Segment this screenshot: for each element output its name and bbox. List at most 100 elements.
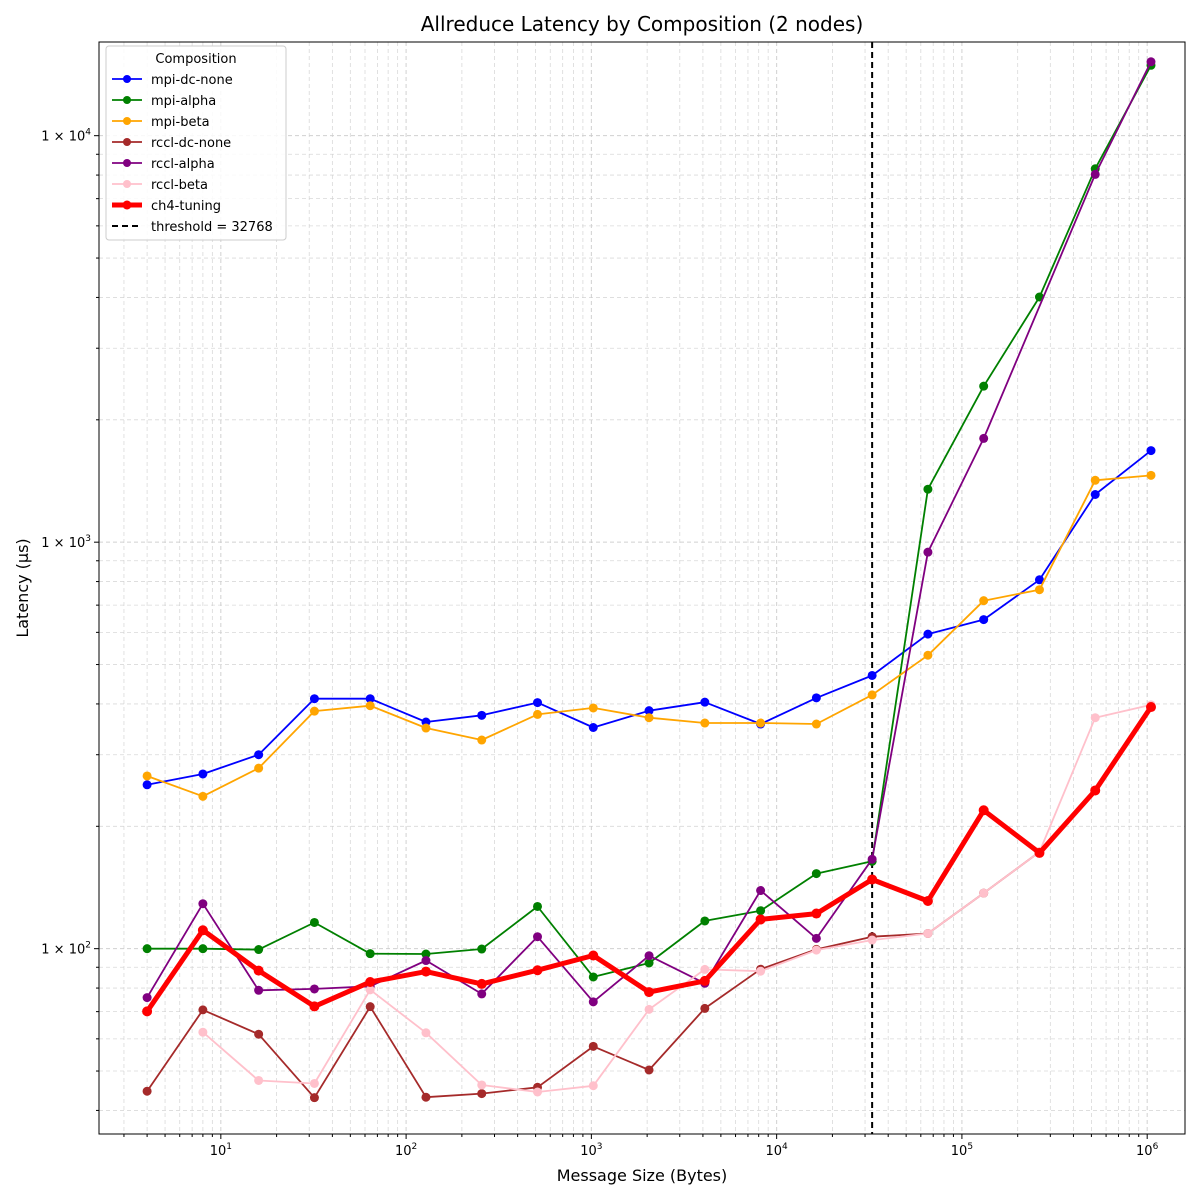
data-point-mpi-alpha [923,484,933,494]
data-point-mpi-beta [1146,470,1156,480]
y-axis-label: Latency (µs) [13,538,32,637]
data-point-mpi-dc-none [533,698,543,708]
x-axis-label: Message Size (Bytes) [557,1166,728,1185]
data-point-ch4-tuning [532,965,543,976]
data-point-mpi-beta [588,703,598,713]
data-point-rccl-dc-none [588,1041,598,1051]
legend-item-threshold: threshold = 32768 [112,220,273,235]
x-tick-label: 101 [210,1142,232,1159]
ticks: 101 102 103 104 105 106 1 × 102 1 × 103 1 × 104 [41,128,1158,1159]
chart-title: Allreduce Latency by Composition (2 node… [421,12,864,36]
data-point-ch4-tuning [142,1006,153,1017]
data-point-mpi-beta [811,719,821,729]
legend-entries: mpi-dc-none mpi-alpha mpi-beta rccl-dc-none… [112,73,273,235]
data-point-mpi-beta [365,701,375,711]
legend-item-rccl-alpha: rccl-alpha [112,157,215,172]
data-point-rccl-alpha [756,886,766,896]
legend-label: mpi-alpha [151,94,216,109]
data-point-rccl-alpha [979,433,989,443]
legend-label: rccl-beta [151,178,208,193]
data-point-mpi-beta [254,763,264,773]
series-mpi-beta [142,470,1156,801]
data-point-ch4-tuning [699,975,710,986]
data-point-mpi-alpha [198,944,208,954]
legend-swatch-marker [122,200,132,210]
data-point-mpi-dc-none [979,615,989,625]
data-point-mpi-alpha [477,944,487,954]
data-point-rccl-alpha [1090,169,1100,179]
series-line-rccl-alpha [146,61,1152,1003]
data-point-mpi-dc-none [923,629,933,639]
data-point-ch4-tuning [365,976,376,987]
data-point-mpi-alpha [421,949,431,959]
data-point-mpi-beta [979,596,989,606]
series-rccl-beta [198,700,1156,1097]
legend-label: mpi-beta [151,115,210,130]
data-point-rccl-dc-none [198,1005,208,1015]
legend-item-mpi-alpha: mpi-alpha [112,94,216,109]
data-point-mpi-alpha [254,945,264,955]
legend-item-rccl-dc-none: rccl-dc-none [112,136,231,151]
legend-item-mpi-beta: mpi-beta [112,115,210,130]
data-point-rccl-alpha [867,854,877,864]
data-point-rccl-alpha [198,899,208,909]
data-point-mpi-alpha [533,901,543,911]
data-point-rccl-alpha [923,547,933,557]
data-point-rccl-alpha [1146,57,1156,67]
data-point-mpi-dc-none [365,694,375,704]
data-point-ch4-tuning [1090,785,1101,796]
data-point-mpi-dc-none [142,780,152,790]
legend-swatch-marker [123,180,131,188]
legend-swatch-marker [123,138,131,146]
data-point-rccl-dc-none [142,1086,152,1096]
data-point-mpi-beta [1034,585,1044,595]
data-point-rccl-beta [309,1078,319,1088]
data-point-mpi-alpha [588,972,598,982]
plot-frame [98,41,1186,1135]
data-point-mpi-dc-none [1146,446,1156,456]
data-point-rccl-alpha [421,956,431,966]
data-point-rccl-alpha [254,985,264,995]
data-point-mpi-dc-none [477,710,487,720]
data-point-mpi-beta [867,690,877,700]
data-point-rccl-dc-none [700,1003,710,1013]
data-point-rccl-beta [811,945,821,955]
series-ch4-tuning [142,702,1156,1017]
data-point-rccl-dc-none [365,1002,375,1012]
legend-item-ch4-tuning: ch4-tuning [112,199,221,214]
data-point-ch4-tuning [644,987,655,998]
data-point-mpi-dc-none [811,693,821,703]
data-point-mpi-beta [477,735,487,745]
data-point-mpi-beta [700,718,710,728]
data-point-mpi-beta [756,718,766,728]
data-point-ch4-tuning [1145,702,1156,713]
x-tick-label: 102 [395,1142,417,1159]
data-point-mpi-alpha [365,949,375,959]
x-tick-label: 106 [1136,1142,1159,1159]
data-point-rccl-alpha [588,997,598,1007]
data-point-rccl-beta [198,1027,208,1037]
x-tick-label: 103 [580,1142,602,1159]
data-point-rccl-beta [700,964,710,974]
legend-item-mpi-dc-none: mpi-dc-none [112,73,233,88]
data-point-mpi-beta [142,771,152,781]
legend-title: Composition [155,52,236,67]
data-point-mpi-beta [309,706,319,716]
data-point-mpi-dc-none [588,723,598,733]
y-tick-label: 1 × 104 [41,128,91,145]
data-point-mpi-dc-none [644,706,654,716]
data-point-mpi-dc-none [700,697,710,707]
data-point-mpi-dc-none [867,670,877,680]
data-point-rccl-alpha [644,951,654,961]
legend-label: rccl-alpha [151,157,215,172]
data-point-ch4-tuning [476,978,487,989]
data-point-rccl-beta [1090,713,1100,723]
x-tick-label: 104 [766,1142,789,1159]
data-point-mpi-alpha [756,906,766,916]
data-point-ch4-tuning [197,925,208,936]
data-point-mpi-dc-none [254,750,264,760]
legend-label: rccl-dc-none [151,136,231,151]
data-point-rccl-beta [421,1028,431,1038]
data-point-rccl-beta [756,966,766,976]
legend-label: mpi-dc-none [151,73,233,88]
